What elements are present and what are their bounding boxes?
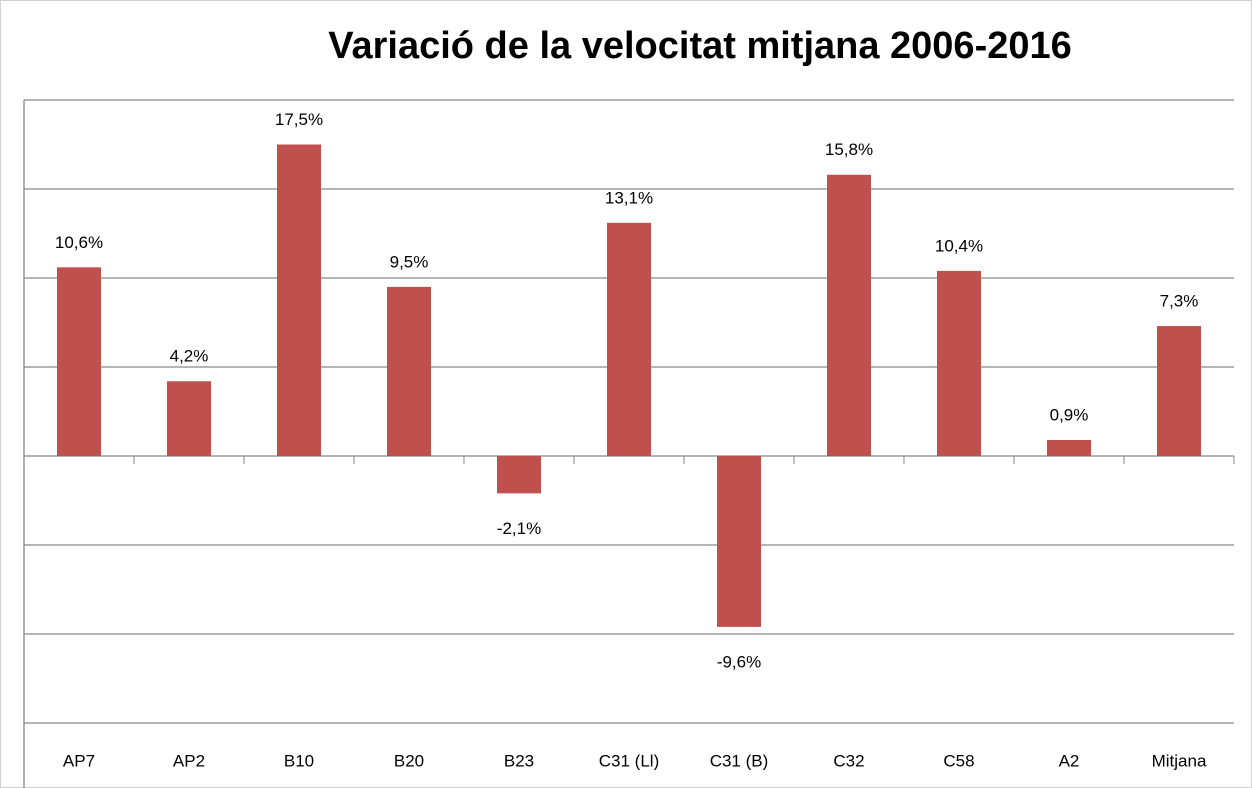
- chart-title: Variació de la velocitat mitjana 2006-20…: [328, 25, 1072, 67]
- data-label: -2,1%: [497, 519, 541, 538]
- x-tick-label: Mitjana: [1152, 751, 1207, 770]
- data-label: 4,2%: [170, 347, 209, 366]
- data-label: 15,8%: [825, 140, 873, 159]
- bar: [607, 222, 651, 456]
- x-tick-label: C32: [833, 751, 864, 770]
- data-label: 9,5%: [390, 252, 429, 271]
- data-label: 7,3%: [1160, 292, 1199, 311]
- x-tick-label: B10: [284, 751, 314, 770]
- x-tick-label: C31 (Ll): [599, 751, 659, 770]
- x-tick-label: A2: [1059, 751, 1080, 770]
- x-tick-label: C58: [943, 751, 974, 770]
- x-tick-label: B20: [394, 751, 424, 770]
- data-label: -9,6%: [717, 652, 761, 671]
- x-tick-label: B23: [504, 751, 534, 770]
- x-tick-label: AP2: [173, 751, 205, 770]
- bar: [497, 456, 541, 494]
- data-label: 10,4%: [935, 236, 983, 255]
- bar: [277, 144, 321, 456]
- data-label: 17,5%: [275, 110, 323, 129]
- data-label: 13,1%: [605, 188, 653, 207]
- bar: [937, 270, 981, 456]
- bar: [1047, 439, 1091, 456]
- data-label: 10,6%: [55, 233, 103, 252]
- x-tick-label: C31 (B): [710, 751, 769, 770]
- data-label: 0,9%: [1050, 405, 1089, 424]
- bar: [167, 381, 211, 456]
- bar: [1157, 326, 1201, 456]
- bar: [827, 174, 871, 456]
- x-tick-label: AP7: [63, 751, 95, 770]
- bar: [387, 286, 431, 456]
- bar: [717, 456, 761, 627]
- bar: [57, 267, 101, 456]
